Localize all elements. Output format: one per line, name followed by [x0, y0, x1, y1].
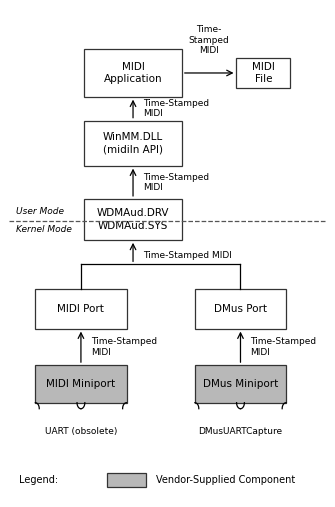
Text: Kernel Mode: Kernel Mode: [16, 226, 72, 234]
Text: DMus Miniport: DMus Miniport: [203, 379, 278, 389]
Text: Time-Stamped
MIDI: Time-Stamped MIDI: [143, 99, 209, 119]
Text: User Mode: User Mode: [16, 207, 64, 216]
FancyBboxPatch shape: [84, 49, 182, 97]
FancyBboxPatch shape: [107, 473, 146, 487]
FancyBboxPatch shape: [35, 365, 127, 403]
Text: Time-Stamped
MIDI: Time-Stamped MIDI: [143, 172, 209, 192]
FancyBboxPatch shape: [35, 288, 127, 329]
Text: UART (obsolete): UART (obsolete): [45, 427, 117, 436]
FancyBboxPatch shape: [195, 365, 286, 403]
Text: Time-
Stamped
MIDI: Time- Stamped MIDI: [189, 25, 229, 55]
Text: WinMM.DLL
(midiIn API): WinMM.DLL (midiIn API): [103, 132, 163, 155]
Text: DMusUARTCapture: DMusUARTCapture: [198, 427, 282, 436]
Text: Vendor-Supplied Component: Vendor-Supplied Component: [156, 475, 295, 485]
Text: Legend:: Legend:: [19, 475, 58, 485]
Text: MIDI
Application: MIDI Application: [104, 61, 162, 84]
Text: DMus Port: DMus Port: [214, 304, 267, 314]
Text: Time-Stamped
MIDI: Time-Stamped MIDI: [250, 337, 316, 356]
Text: WDMAud.DRV
WDMAud.SYS: WDMAud.DRV WDMAud.SYS: [97, 208, 169, 231]
FancyBboxPatch shape: [237, 58, 290, 88]
FancyBboxPatch shape: [84, 121, 182, 166]
FancyBboxPatch shape: [84, 199, 182, 240]
Text: MIDI
File: MIDI File: [252, 61, 275, 84]
FancyBboxPatch shape: [195, 288, 286, 329]
Text: Time-Stamped MIDI: Time-Stamped MIDI: [143, 251, 232, 260]
Text: MIDI Miniport: MIDI Miniport: [46, 379, 116, 389]
Text: Time-Stamped
MIDI: Time-Stamped MIDI: [91, 337, 157, 356]
Text: MIDI Port: MIDI Port: [58, 304, 105, 314]
